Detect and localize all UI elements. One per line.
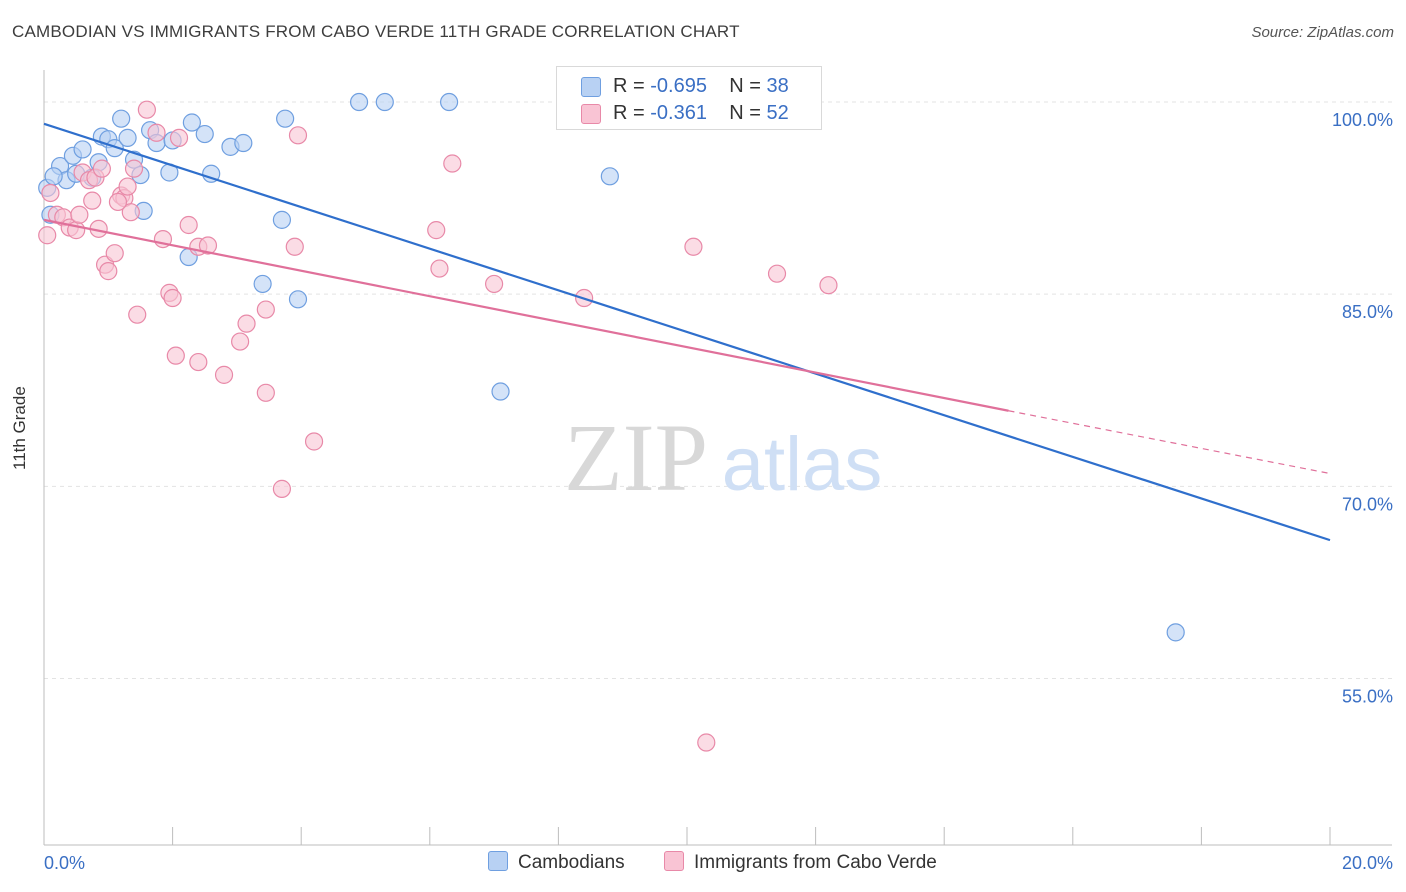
legend-stats-cabo-verde: R = -0.361 N = 52: [613, 102, 789, 125]
x-tick-label: 0.0%: [44, 853, 85, 873]
watermark: ZIP atlas: [564, 404, 882, 511]
n-label: N =: [729, 75, 761, 97]
point-cabo-verde: [256, 300, 275, 319]
point-cambodians: [276, 109, 295, 128]
point-cabo-verde: [485, 274, 504, 294]
point-cambodians: [182, 113, 201, 132]
point-cabo-verde: [92, 159, 111, 178]
point-cabo-verde: [108, 192, 128, 212]
point-cambodians: [112, 109, 131, 128]
point-cabo-verde: [179, 215, 198, 235]
point-cabo-verde: [118, 177, 137, 196]
point-cambodians: [234, 133, 253, 153]
point-cabo-verde: [684, 237, 703, 256]
legend-stats-cambodians: R = -0.695 N = 38: [613, 75, 789, 98]
trend-line-cambodians: [43, 122, 1331, 542]
point-cabo-verde: [237, 314, 256, 333]
point-cabo-verde: [288, 126, 308, 145]
x-tick-label: 20.0%: [1342, 853, 1393, 873]
tick-labels: 100.0% 85.0% 70.0% 55.0% 0.0% 20.0%: [44, 110, 1393, 873]
point-cabo-verde: [147, 123, 166, 142]
r-label: R =: [613, 102, 645, 124]
source-label: Source: ZipAtlas.com: [1251, 24, 1394, 41]
point-cabo-verde: [304, 432, 324, 451]
point-cabo-verde: [697, 733, 716, 752]
point-cabo-verde: [121, 203, 140, 222]
point-cambodians: [272, 210, 292, 229]
data-points: [38, 92, 1185, 752]
trend-line-cabo-verde-extension: [1008, 410, 1331, 475]
point-cabo-verde: [137, 100, 156, 119]
point-cambodians: [349, 92, 369, 112]
bottom-legend-swatch-cabo-verde: [664, 851, 684, 871]
point-cambodians: [118, 128, 137, 147]
point-cambodians: [253, 274, 272, 294]
trend-lines: [43, 122, 1331, 542]
point-cabo-verde: [70, 205, 89, 224]
point-cabo-verde: [256, 383, 275, 402]
point-cabo-verde: [272, 479, 292, 498]
point-cambodians: [288, 290, 308, 309]
point-cabo-verde: [819, 276, 838, 295]
point-cambodians: [600, 167, 619, 186]
point-cabo-verde: [41, 183, 60, 203]
point-cabo-verde: [198, 236, 218, 255]
trend-line-cabo-verde: [43, 218, 1009, 412]
y-tick-label: 55.0%: [1342, 686, 1393, 706]
point-cabo-verde: [443, 154, 462, 173]
n-value: 52: [766, 102, 789, 124]
point-cabo-verde: [427, 221, 446, 240]
point-cabo-verde: [189, 352, 208, 372]
point-cabo-verde: [124, 159, 144, 178]
point-cabo-verde: [430, 259, 449, 278]
point-cabo-verde: [128, 305, 147, 324]
y-tick-label: 70.0%: [1342, 494, 1393, 514]
bottom-legend-cabo-verde: Immigrants from Cabo Verde: [664, 851, 937, 874]
r-value: -0.361: [650, 102, 707, 124]
point-cambodians: [44, 167, 63, 186]
n-value: 38: [766, 75, 789, 97]
point-cabo-verde: [163, 288, 182, 308]
point-cabo-verde: [767, 264, 787, 283]
r-label: R =: [613, 75, 645, 97]
point-cabo-verde: [285, 237, 304, 256]
r-value: -0.695: [650, 75, 707, 97]
y-tick-label: 85.0%: [1342, 302, 1393, 322]
point-cabo-verde: [83, 191, 102, 210]
bottom-legend-label-cabo-verde: Immigrants from Cabo Verde: [694, 852, 937, 873]
point-cabo-verde: [105, 244, 124, 263]
point-cambodians: [195, 124, 214, 144]
point-cabo-verde: [231, 332, 250, 351]
chart-title: CAMBODIAN VS IMMIGRANTS FROM CABO VERDE …: [12, 22, 740, 41]
point-cabo-verde: [38, 226, 57, 245]
n-label: N =: [729, 102, 761, 124]
axes: [43, 70, 1392, 846]
point-cabo-verde: [99, 262, 118, 281]
point-cambodians: [491, 382, 510, 401]
y-axis-label: 11th Grade: [10, 386, 29, 470]
point-cambodians: [73, 140, 92, 159]
bottom-legend-cambodians: Cambodians: [488, 851, 625, 874]
point-cabo-verde: [214, 365, 234, 384]
bottom-legend-label-cambodians: Cambodians: [518, 852, 625, 873]
watermark-zip: ZIP: [564, 404, 708, 511]
bottom-legend-swatch-cambodians: [488, 851, 508, 871]
watermark-atlas: atlas: [722, 422, 883, 507]
point-cambodians: [202, 164, 221, 183]
legend-swatch-cabo-verde: [581, 104, 601, 124]
y-tick-label: 100.0%: [1332, 110, 1393, 130]
point-cambodians: [439, 92, 459, 112]
point-cabo-verde: [169, 128, 189, 147]
point-cambodians: [1166, 623, 1185, 642]
point-cabo-verde: [166, 346, 185, 365]
point-cambodians: [375, 92, 394, 112]
stats-legend: R = -0.695 N = 38 R = -0.361 N = 52: [556, 66, 822, 130]
legend-swatch-cambodians: [581, 77, 601, 97]
point-cambodians: [105, 139, 124, 158]
